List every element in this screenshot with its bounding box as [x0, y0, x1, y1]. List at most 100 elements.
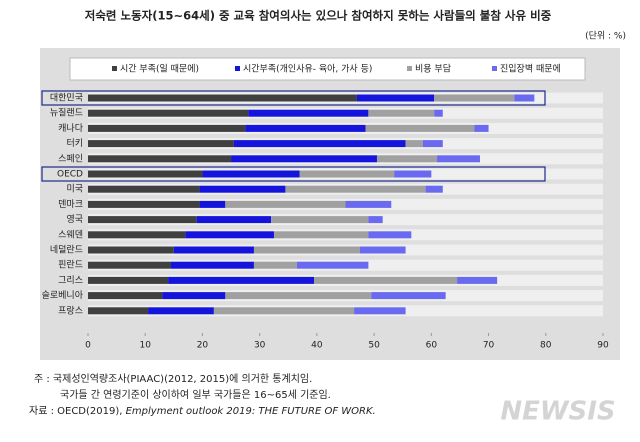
legend-label: 비용 부담: [415, 63, 451, 75]
x-tick-label: 80: [540, 341, 552, 351]
legend-swatch: [492, 66, 497, 71]
y-tick-label: 영국: [66, 214, 83, 225]
bar-segment: [88, 216, 197, 224]
bar-segment: [231, 155, 377, 163]
bar-segment: [185, 231, 274, 239]
legend-swatch: [407, 66, 412, 71]
y-tick-label: 덴마크: [58, 199, 83, 210]
y-tick-label: 미국: [66, 184, 83, 195]
bar-segment: [314, 276, 458, 284]
highlight-box: [41, 166, 546, 182]
bar-segment: [425, 185, 443, 193]
unit-note: (단위 : %): [585, 31, 626, 42]
bar-segment: [88, 276, 169, 284]
y-tick-label: 핀란드: [58, 259, 83, 271]
source-text: 자료 : OECD(2019),: [29, 405, 126, 417]
bar-segment: [88, 231, 186, 239]
bar-segment: [514, 94, 535, 102]
bar-segment: [148, 307, 214, 315]
bar-segment: [248, 109, 369, 117]
bar-segment: [88, 261, 171, 269]
bar-segment: [168, 276, 315, 284]
bar-segment: [196, 216, 272, 224]
x-tick-label: 10: [139, 341, 151, 351]
bar-segment: [202, 170, 300, 178]
bar-segment: [199, 200, 226, 208]
bar-segment: [368, 231, 412, 239]
bar-segment: [88, 307, 149, 315]
bar-segment: [173, 246, 254, 254]
chart-title: 저숙련 노동자(15~64세) 중 교육 참여의사는 있으나 참여하지 못하는 …: [85, 9, 552, 23]
bar-segment: [253, 261, 297, 269]
bar-segment: [422, 140, 443, 148]
bar-segment: [405, 140, 423, 148]
y-tick-label: OECD: [57, 170, 83, 180]
bar-segment: [88, 140, 234, 148]
bar-segment: [285, 185, 426, 193]
bar-segment: [225, 292, 372, 300]
bar-segment: [345, 200, 392, 208]
source-title: Emplyment outlook 2019: THE FUTURE OF WO…: [126, 406, 376, 417]
bar-segment: [88, 185, 200, 193]
bar-segment: [199, 185, 286, 193]
highlight-box: [41, 90, 546, 106]
bar-segment: [88, 170, 203, 178]
bar-segment: [359, 246, 406, 254]
legend-label: 진입장벽 때문에: [500, 63, 561, 75]
bar-segment: [299, 170, 395, 178]
y-tick-label: 그리스: [58, 275, 83, 286]
bar-segment: [434, 94, 515, 102]
x-tick-label: 20: [197, 341, 209, 351]
bar-segment: [88, 155, 232, 163]
bar-segment: [356, 94, 435, 102]
x-tick-label: 70: [483, 341, 495, 351]
x-tick-label: 30: [254, 341, 266, 351]
bar-segment: [296, 261, 369, 269]
legend-label: 시간부족(개인사유- 육아, 가사 등): [243, 64, 372, 75]
y-tick-label: 터키: [66, 138, 83, 149]
bar-segment: [245, 124, 366, 132]
bar-segment: [88, 94, 357, 102]
bar-segment: [225, 200, 346, 208]
bar-segment: [376, 155, 438, 163]
bar-segment: [368, 109, 435, 117]
bar-segment: [371, 292, 446, 300]
bar-segment: [88, 124, 246, 132]
note: 국가들 간 연령기준이 상이하여 일부 국가들은 16~65세 기준임.: [60, 388, 331, 401]
bar-segment: [253, 246, 360, 254]
y-tick-label: 스웨덴: [58, 228, 83, 240]
legend-swatch: [235, 66, 240, 71]
bar-segment: [271, 216, 369, 224]
y-tick-label: 슬로베니아: [42, 290, 84, 301]
bar-segment: [273, 231, 369, 239]
legend-label: 시간 부족(일 때문에): [120, 64, 199, 75]
x-tick-label: 60: [426, 341, 438, 351]
x-tick-label: 40: [311, 341, 323, 351]
bar-segment: [88, 109, 249, 117]
y-tick-label: 뉴질랜드: [50, 107, 83, 119]
bar-segment: [233, 140, 406, 148]
y-tick-label: 프랑스: [58, 304, 83, 316]
bar-segment: [365, 124, 475, 132]
legend: [69, 57, 586, 81]
bar-segment: [434, 109, 443, 117]
bar-segment: [170, 261, 254, 269]
watermark: NEWSIS: [500, 397, 615, 427]
x-tick-label: 90: [597, 341, 609, 351]
bar-segment: [88, 246, 174, 254]
x-tick-label: 50: [368, 341, 380, 351]
x-tick-label: 0: [85, 341, 91, 351]
bar-segment: [88, 200, 200, 208]
bar-segment: [394, 170, 432, 178]
y-tick-label: 캐나다: [58, 123, 84, 134]
note: 주 : 국제성인역량조사(PIAAC)(2012, 2015)에 의거한 통계치…: [34, 372, 312, 385]
bar-segment: [457, 276, 498, 284]
bar-segment: [213, 307, 355, 315]
y-tick-label: 스페인: [58, 153, 83, 164]
bar-segment: [162, 292, 226, 300]
legend-swatch: [112, 66, 117, 71]
y-tick-label: 네덜란드: [50, 244, 83, 256]
source: 자료 : OECD(2019), Emplyment outlook 2019:…: [29, 405, 376, 417]
bar-segment: [354, 307, 406, 315]
